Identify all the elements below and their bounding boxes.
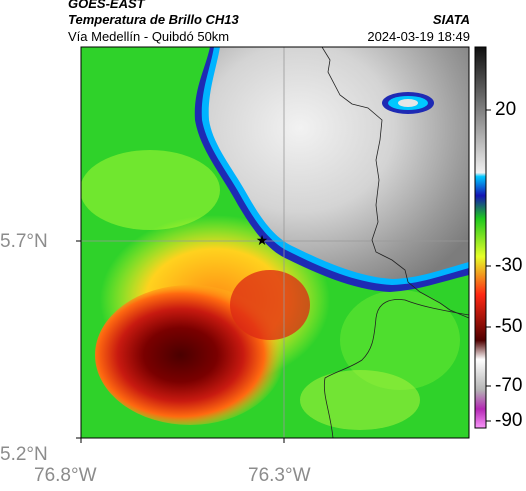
- lon-tick-label: 76.3°W: [248, 465, 311, 486]
- route-subtitle: Vía Medellín - Quibdó 50km: [68, 29, 230, 44]
- colorbar-label: -70: [495, 375, 523, 396]
- department-border: [323, 299, 469, 438]
- light-green-patch: [300, 370, 420, 430]
- colorbar-ticks: [486, 109, 491, 422]
- lat-tick-label: 5.2°N: [0, 444, 48, 465]
- colorbar-label: 20: [495, 99, 517, 120]
- colorbar: [474, 46, 487, 429]
- colorbar-label: -50: [495, 316, 523, 337]
- datetime-label: 2024-03-19 18:49: [367, 29, 470, 44]
- red-patch: [230, 270, 310, 340]
- colorbar-label: -90: [495, 410, 523, 431]
- light-green-patch: [81, 150, 220, 230]
- colorbar-label: -30: [495, 255, 523, 276]
- satellite-title: GOES-EAST: [68, 0, 145, 11]
- route-marker-star: ★: [256, 233, 269, 249]
- source-label: SIATA: [432, 12, 470, 27]
- product-title: Temperatura de Brillo CH13: [68, 12, 239, 27]
- lat-tick-label: 5.7°N: [0, 231, 48, 252]
- map-frame: [80, 46, 470, 439]
- lon-tick-label: 76.8°W: [34, 465, 97, 486]
- brightness-temperature-field: ★: [81, 47, 469, 438]
- department-border: [321, 47, 469, 319]
- cold-cell-core: [398, 99, 418, 107]
- light-green-patch: [340, 290, 460, 390]
